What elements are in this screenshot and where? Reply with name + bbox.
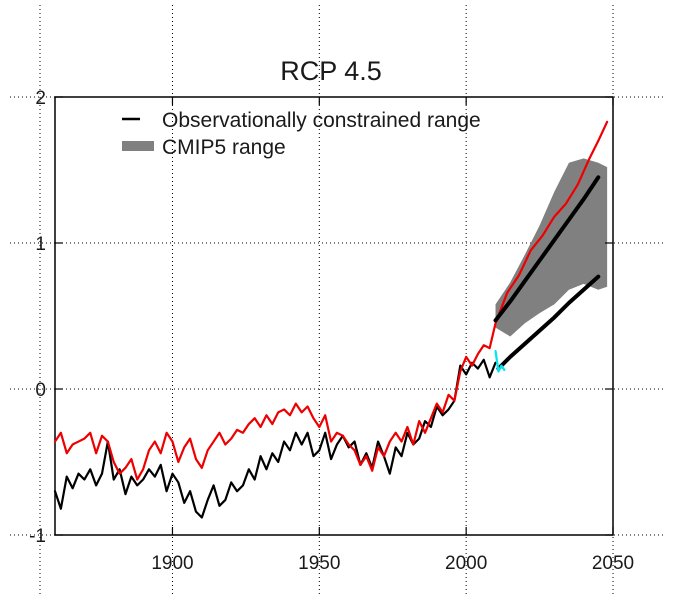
x-tick-label: 1900 — [151, 553, 193, 574]
x-tick-label: 2000 — [445, 553, 487, 574]
observations-cyan-line — [494, 349, 506, 373]
y-tick-label: 1 — [35, 234, 46, 255]
data-lines-layer — [53, 120, 609, 519]
observationally-constrained-range-upper-line — [493, 175, 601, 323]
observationally-constrained-range-lower-line — [496, 274, 601, 371]
legend: Observationally constrained range CMIP5 … — [122, 109, 481, 159]
x-tick-label: 2050 — [592, 553, 634, 574]
x-axis-ticks: 1900 1950 2000 2050 — [151, 97, 634, 574]
y-tick-label: 2 — [35, 88, 46, 109]
y-axis-ticks: -1 0 1 2 — [29, 88, 613, 547]
model-projection-red-line — [53, 120, 609, 481]
legend-label-cmip5: CMIP5 range — [162, 136, 286, 159]
plot-area-frame — [54, 96, 614, 536]
chart-title: RCP 4.5 — [280, 56, 382, 86]
y-tick-label: 0 — [35, 380, 46, 401]
observations-black-line — [53, 358, 497, 519]
y-tick-label: -1 — [29, 526, 46, 547]
legend-patch-swatch — [122, 141, 154, 151]
legend-label-observational: Observationally constrained range — [162, 109, 481, 132]
x-tick-label: 1950 — [298, 553, 340, 574]
